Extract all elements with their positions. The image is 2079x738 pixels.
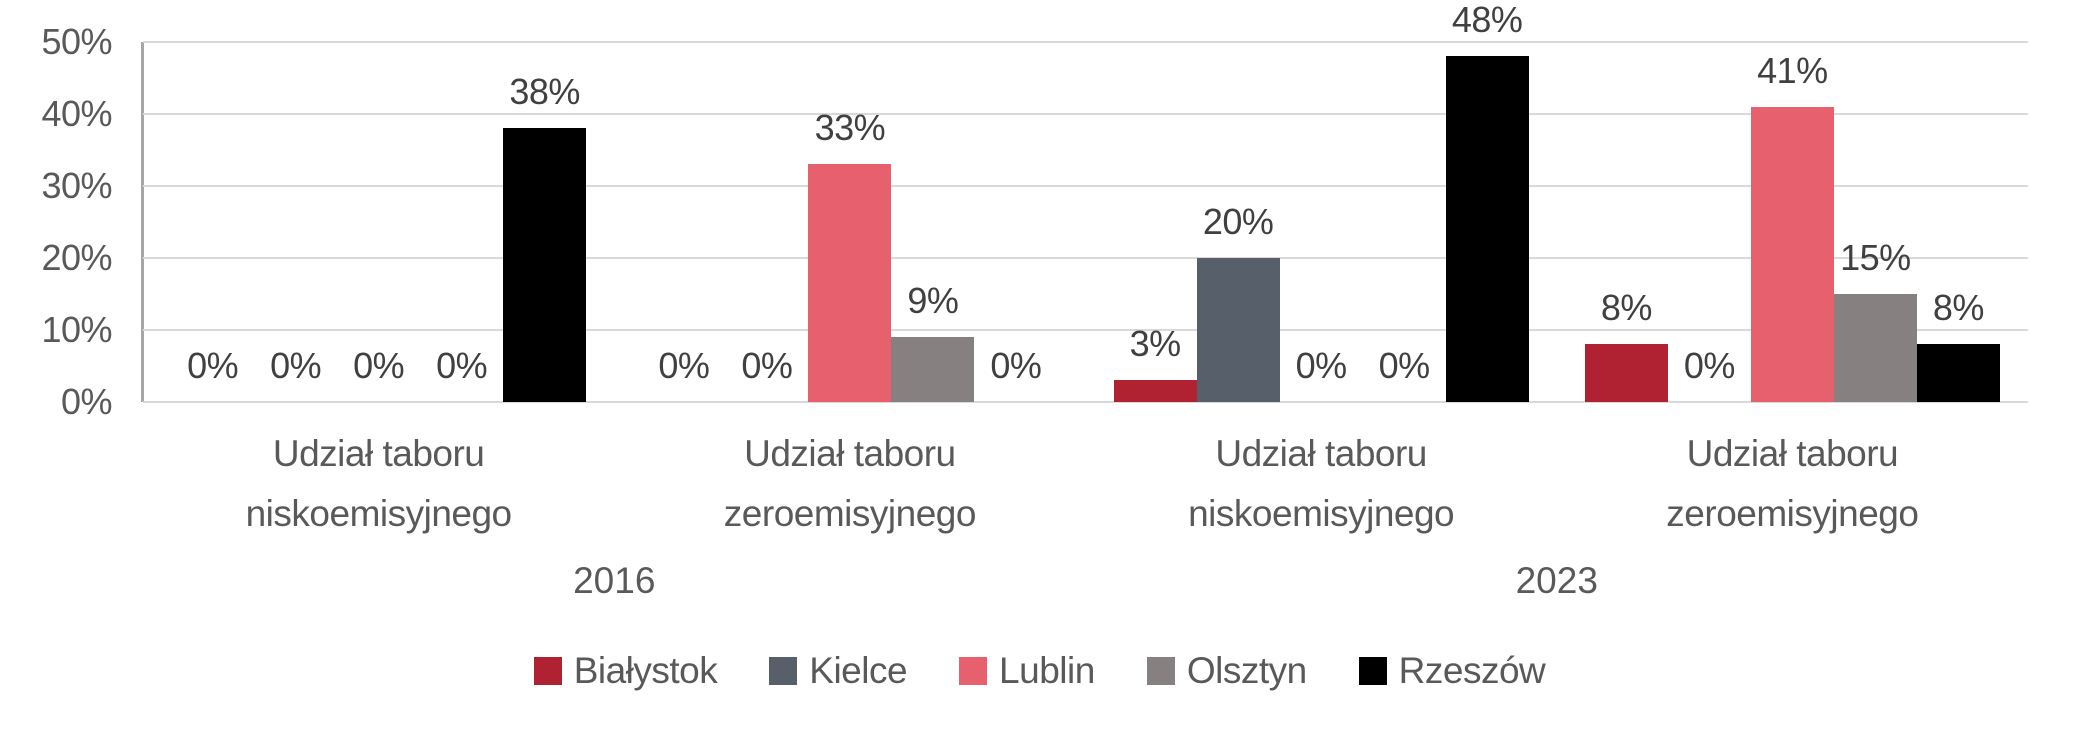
legend-swatch-icon [1146,656,1175,685]
y-axis-tick-label: 10% [41,309,112,350]
gridline [143,257,2028,259]
gridline [143,41,2028,43]
bar-olsztyn-cat2 [891,337,975,402]
category-label: Udział taboru niskoemisyjnego [1086,424,1557,544]
category-label: Udział taboru niskoemisyjnego [143,424,614,544]
bar-value-label: 0% [1683,345,1736,386]
bar-value-label: 0% [990,345,1042,386]
category-label-line1: Udział taboru [744,433,956,474]
bar-value-label: 8% [1600,287,1653,329]
bar-value-label: 0% [1295,345,1348,386]
legend-item-białystok: Białystok [533,650,718,691]
y-axis-tick-label: 20% [41,237,112,278]
bar-białystok-cat3 [1113,380,1197,402]
y-axis-tick-label: 30% [41,165,112,206]
legend-swatch-icon [1358,656,1387,685]
chart-legend: Białystok Kielce Lublin Olsztyn Rzeszów [0,652,2079,689]
gridline [143,329,2028,331]
legend-swatch-icon [959,656,988,685]
legend-label: Lublin [999,650,1095,691]
legend-swatch-icon [533,656,562,685]
bar-value-label: 8% [1932,287,1985,329]
bar-value-label: 9% [907,280,959,322]
bar-lublin-cat2 [808,164,892,402]
legend-label: Białystok [573,650,718,691]
category-label-line1: Udział taboru [1686,433,1899,474]
category-label: Udział taboru zeroemisyjnego [1557,424,2028,544]
bar-lublin-cat4 [1750,106,1834,402]
gridline [143,401,2028,403]
bar-value-label: 0% [658,345,710,386]
gridline [143,185,2028,187]
legend-label: Kielce [809,650,908,691]
bar-value-label: 33% [814,107,886,149]
category-label-line1: Udział taboru [272,433,485,474]
bar-value-label: 0% [187,345,239,386]
bar-value-label: 0% [270,345,322,386]
bar-value-label: 48% [1451,0,1523,41]
gridline [143,113,2028,115]
bar-białystok-cat4 [1584,344,1668,402]
plot-area: 0% 0% 0% 0% 38% 0% 0% 33% 9% 0% 3% 20% 0% 0% 48% 8% 0% 41… [143,2,2028,403]
bar-value-label: 0% [741,345,793,386]
bar-value-label: 3% [1129,323,1182,365]
category-label: Udział taboru zeroemisyjnego [614,424,1085,544]
legend-swatch-icon [769,656,798,685]
legend-item-olsztyn: Olsztyn [1146,650,1307,691]
category-label-line1: Udział taboru [1215,433,1427,474]
bar-rzeszów-cat3 [1445,56,1529,402]
bar-kielce-cat3 [1196,258,1280,402]
category-label-line2: zeroemisyjnego [1666,493,1919,534]
bar-rzeszów-cat1 [503,128,587,402]
bar-value-label: 20% [1202,201,1274,242]
year-group-label: 2023 [1515,560,1598,601]
bar-value-label: 0% [436,345,488,386]
y-axis-tick-label: 40% [41,93,112,134]
category-label-line2: zeroemisyjnego [723,493,977,534]
legend-item-kielce: Kielce [769,650,908,691]
bar-value-label: 15% [1840,237,1911,278]
bar-value-label: 38% [509,71,580,113]
category-label-line2: niskoemisyjnego [1188,493,1455,534]
bar-value-label: 41% [1757,49,1828,91]
year-group-label: 2016 [573,560,656,601]
legend-item-lublin: Lublin [959,652,1095,689]
bar-value-label: 0% [1378,345,1431,386]
category-label-line2: niskoemisyjnego [245,493,513,534]
legend-label: Rzeszów [1398,650,1546,691]
y-axis-tick-label: 50% [41,21,112,62]
y-axis-line [141,42,144,402]
bar-rzeszów-cat4 [1916,344,2000,402]
legend-item-rzeszów: Rzeszów [1358,650,1546,691]
bar-value-label: 0% [353,345,405,386]
y-axis-tick-label: 0% [60,381,113,422]
legend-label: Olsztyn [1186,650,1307,691]
bar-olsztyn-cat4 [1833,294,1917,402]
